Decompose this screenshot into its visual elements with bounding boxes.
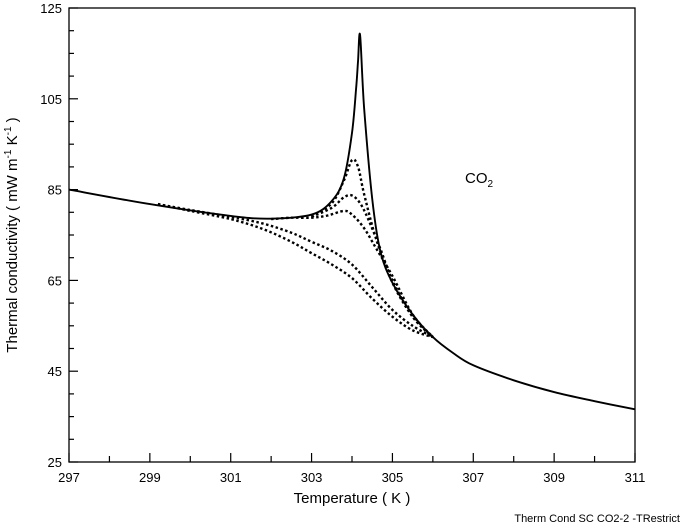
x-tick-label-305: 305 — [382, 470, 404, 485]
annotation-co2: CO2 — [465, 170, 494, 190]
x-tick-label-307: 307 — [462, 470, 484, 485]
y-axis-label-main: Thermal conductivity ( mW m — [4, 158, 21, 352]
data-series — [68, 32, 636, 411]
y-axis-label: Thermal conductivity ( mW m-1 K-1 ) — [3, 117, 21, 352]
y-axis-label-end: ) — [4, 117, 21, 126]
series-solid-line-0 — [68, 32, 636, 411]
series-dotted-line-2 — [311, 193, 434, 338]
y-tick-label-125: 125 — [40, 1, 62, 16]
y-axis-label-sup2: -1 — [3, 126, 14, 135]
y-axis-label-sup1: -1 — [3, 149, 14, 158]
y-tick-label-105: 105 — [40, 92, 62, 107]
x-tick-label-311: 311 — [625, 470, 646, 485]
y-tick-label-85: 85 — [48, 183, 62, 198]
x-axis-label: Temperature ( K ) — [294, 490, 411, 507]
x-tick-label-301: 301 — [220, 470, 242, 485]
axis-ticks: 297 299 301 303 305 307 309 311 25 45 65 85 105 125 — [40, 1, 645, 485]
series-dotted-line-4 — [157, 202, 434, 339]
x-tick-label-297: 297 — [58, 470, 80, 485]
y-axis-label-mid: K — [4, 135, 21, 149]
series-dotted-line-1 — [310, 158, 434, 338]
series-dotted-line-5 — [157, 202, 434, 339]
footer-note: Therm Cond SC CO2-2 -TRestrict — [514, 513, 680, 525]
x-tick-label-299: 299 — [139, 470, 161, 485]
x-tick-label-303: 303 — [301, 470, 323, 485]
plot-frame — [68, 7, 636, 463]
series-dotted-line-3 — [271, 209, 434, 338]
y-tick-label-25: 25 — [48, 455, 62, 470]
y-tick-label-65: 65 — [48, 273, 62, 288]
annotation-subscript: 2 — [488, 179, 494, 190]
x-tick-label-309: 309 — [543, 470, 565, 485]
annotation-text: CO — [465, 170, 488, 187]
y-tick-label-45: 45 — [48, 364, 62, 379]
